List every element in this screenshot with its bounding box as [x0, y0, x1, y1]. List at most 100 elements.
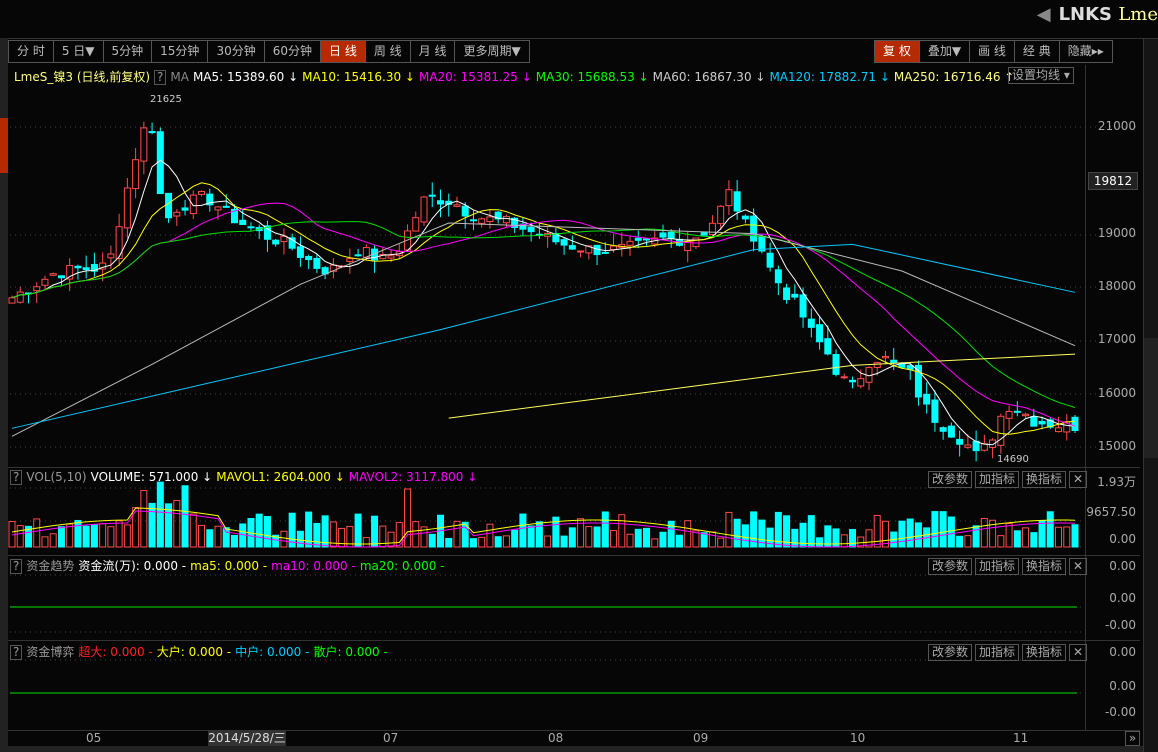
- period-tab-5[interactable]: 60分钟: [265, 41, 321, 62]
- candle-up: [626, 240, 634, 246]
- tool-button-1[interactable]: 叠加▼: [920, 41, 971, 62]
- volume-bar: [1071, 524, 1079, 548]
- volume-bar: [1038, 520, 1046, 548]
- switch-indicator-button[interactable]: 换指标: [1022, 558, 1067, 575]
- tool-button-3[interactable]: 经 典: [1015, 41, 1060, 62]
- axis-tick: 9657.50: [1086, 505, 1136, 519]
- period-tab-8[interactable]: 月 线: [411, 41, 456, 62]
- volume-bar: [148, 502, 156, 548]
- candle-up: [585, 245, 593, 254]
- candle-down: [939, 427, 947, 432]
- low-label: 14690: [997, 454, 1029, 465]
- volume-bar: [601, 511, 609, 548]
- add-indicator-button[interactable]: 加指标: [975, 644, 1020, 661]
- candle-down: [816, 324, 824, 343]
- volume-bar: [519, 513, 527, 548]
- candle-up: [16, 291, 24, 303]
- scroll-right-button[interactable]: »: [1125, 731, 1140, 746]
- volume-bar: [766, 527, 774, 548]
- axis-tick: 1.93万: [1097, 475, 1136, 489]
- prev-arrow-icon[interactable]: ◀: [1036, 4, 1051, 25]
- period-tab-7[interactable]: 周 线: [366, 41, 411, 62]
- candle-down: [1046, 419, 1054, 428]
- candle-down: [469, 219, 477, 222]
- switch-indicator-button[interactable]: 换指标: [1022, 471, 1067, 488]
- candle-up: [140, 127, 148, 162]
- close-pane-button[interactable]: ✕: [1069, 644, 1088, 661]
- candle-down: [247, 226, 255, 229]
- period-tab-1[interactable]: 5 日▼: [54, 41, 104, 62]
- candle-up: [33, 286, 41, 292]
- add-indicator-button[interactable]: 加指标: [975, 471, 1020, 488]
- symbol-code: LNKS: [1058, 4, 1113, 25]
- candle-up: [692, 237, 700, 248]
- ma-value: MA20: 15381.25 ↓: [418, 70, 532, 84]
- candle-down: [849, 379, 857, 383]
- candle-up: [997, 415, 1005, 446]
- price-tick: 18000: [1097, 278, 1136, 293]
- candle-down: [230, 208, 238, 224]
- volume-bar: [66, 523, 74, 548]
- volume-bar: [684, 520, 692, 548]
- volume-bar: [816, 537, 824, 548]
- period-tab-3[interactable]: 15分钟: [152, 41, 209, 62]
- volume-bar: [280, 530, 288, 548]
- axis-tick: 0.00: [1109, 591, 1136, 605]
- indicator-value: 资金流(万): 0.000 -: [78, 559, 187, 573]
- edit-params-button[interactable]: 改参数: [928, 471, 973, 488]
- volume-bar: [700, 532, 708, 548]
- volume-bar: [420, 526, 428, 548]
- candle-up: [964, 444, 972, 448]
- volume-bar: [939, 511, 947, 548]
- candle-down: [791, 293, 799, 298]
- candle-up: [1055, 427, 1063, 433]
- edit-params-button[interactable]: 改参数: [928, 644, 973, 661]
- period-tab-4[interactable]: 30分钟: [208, 41, 265, 62]
- volume-bar: [799, 522, 807, 548]
- volume-bar: [1013, 530, 1021, 548]
- volume-bar: [272, 534, 280, 548]
- candle-down: [1013, 410, 1021, 413]
- period-tab-0[interactable]: 分 时: [9, 41, 54, 62]
- volume-bar: [82, 525, 90, 548]
- candle-down: [494, 211, 502, 220]
- candle-down: [165, 192, 173, 219]
- set-ma-button[interactable]: 设置均线 ▾: [1008, 67, 1074, 84]
- tool-button-0[interactable]: 复 权: [875, 41, 920, 62]
- axis-tick: 0.00: [1109, 645, 1136, 659]
- candle-down: [807, 318, 815, 328]
- period-tab-9[interactable]: 更多周期▼: [463, 44, 521, 58]
- close-pane-button[interactable]: ✕: [1069, 471, 1088, 488]
- period-tab-2[interactable]: 5分钟: [104, 41, 153, 62]
- close-pane-button[interactable]: ✕: [1069, 558, 1088, 575]
- tool-button-2[interactable]: 画 线: [970, 41, 1015, 62]
- candle-up: [857, 378, 865, 387]
- left-sidebar[interactable]: [0, 38, 8, 752]
- period-tab-6[interactable]: 日 线: [321, 41, 366, 62]
- fund-game-pane: [8, 640, 1140, 730]
- help-button[interactable]: ?: [10, 470, 23, 485]
- help-button[interactable]: ?: [10, 559, 23, 574]
- volume-bar: [989, 519, 997, 548]
- switch-indicator-button[interactable]: 换指标: [1022, 644, 1067, 661]
- volume-bar: [1005, 522, 1013, 548]
- volume-bar: [33, 518, 41, 548]
- candle-down: [82, 267, 90, 271]
- candle-up: [412, 217, 420, 232]
- tool-button-4[interactable]: 隐藏▸▸: [1067, 44, 1104, 58]
- mavol1-line: [11, 507, 1076, 545]
- volume-bar: [49, 533, 57, 548]
- fund-trend-pane: [8, 555, 1140, 641]
- bottom-tabs[interactable]: [8, 746, 1143, 752]
- help-button[interactable]: ?: [154, 70, 167, 85]
- add-indicator-button[interactable]: 加指标: [975, 558, 1020, 575]
- help-button[interactable]: ?: [10, 645, 23, 660]
- volume-bar: [774, 511, 782, 548]
- candle-down: [601, 251, 609, 254]
- right-sidebar[interactable]: [1143, 38, 1158, 752]
- edit-params-button[interactable]: 改参数: [928, 558, 973, 575]
- volume-bar: [165, 503, 173, 548]
- price-tick: 17000: [1097, 332, 1136, 347]
- candle-up: [115, 226, 123, 260]
